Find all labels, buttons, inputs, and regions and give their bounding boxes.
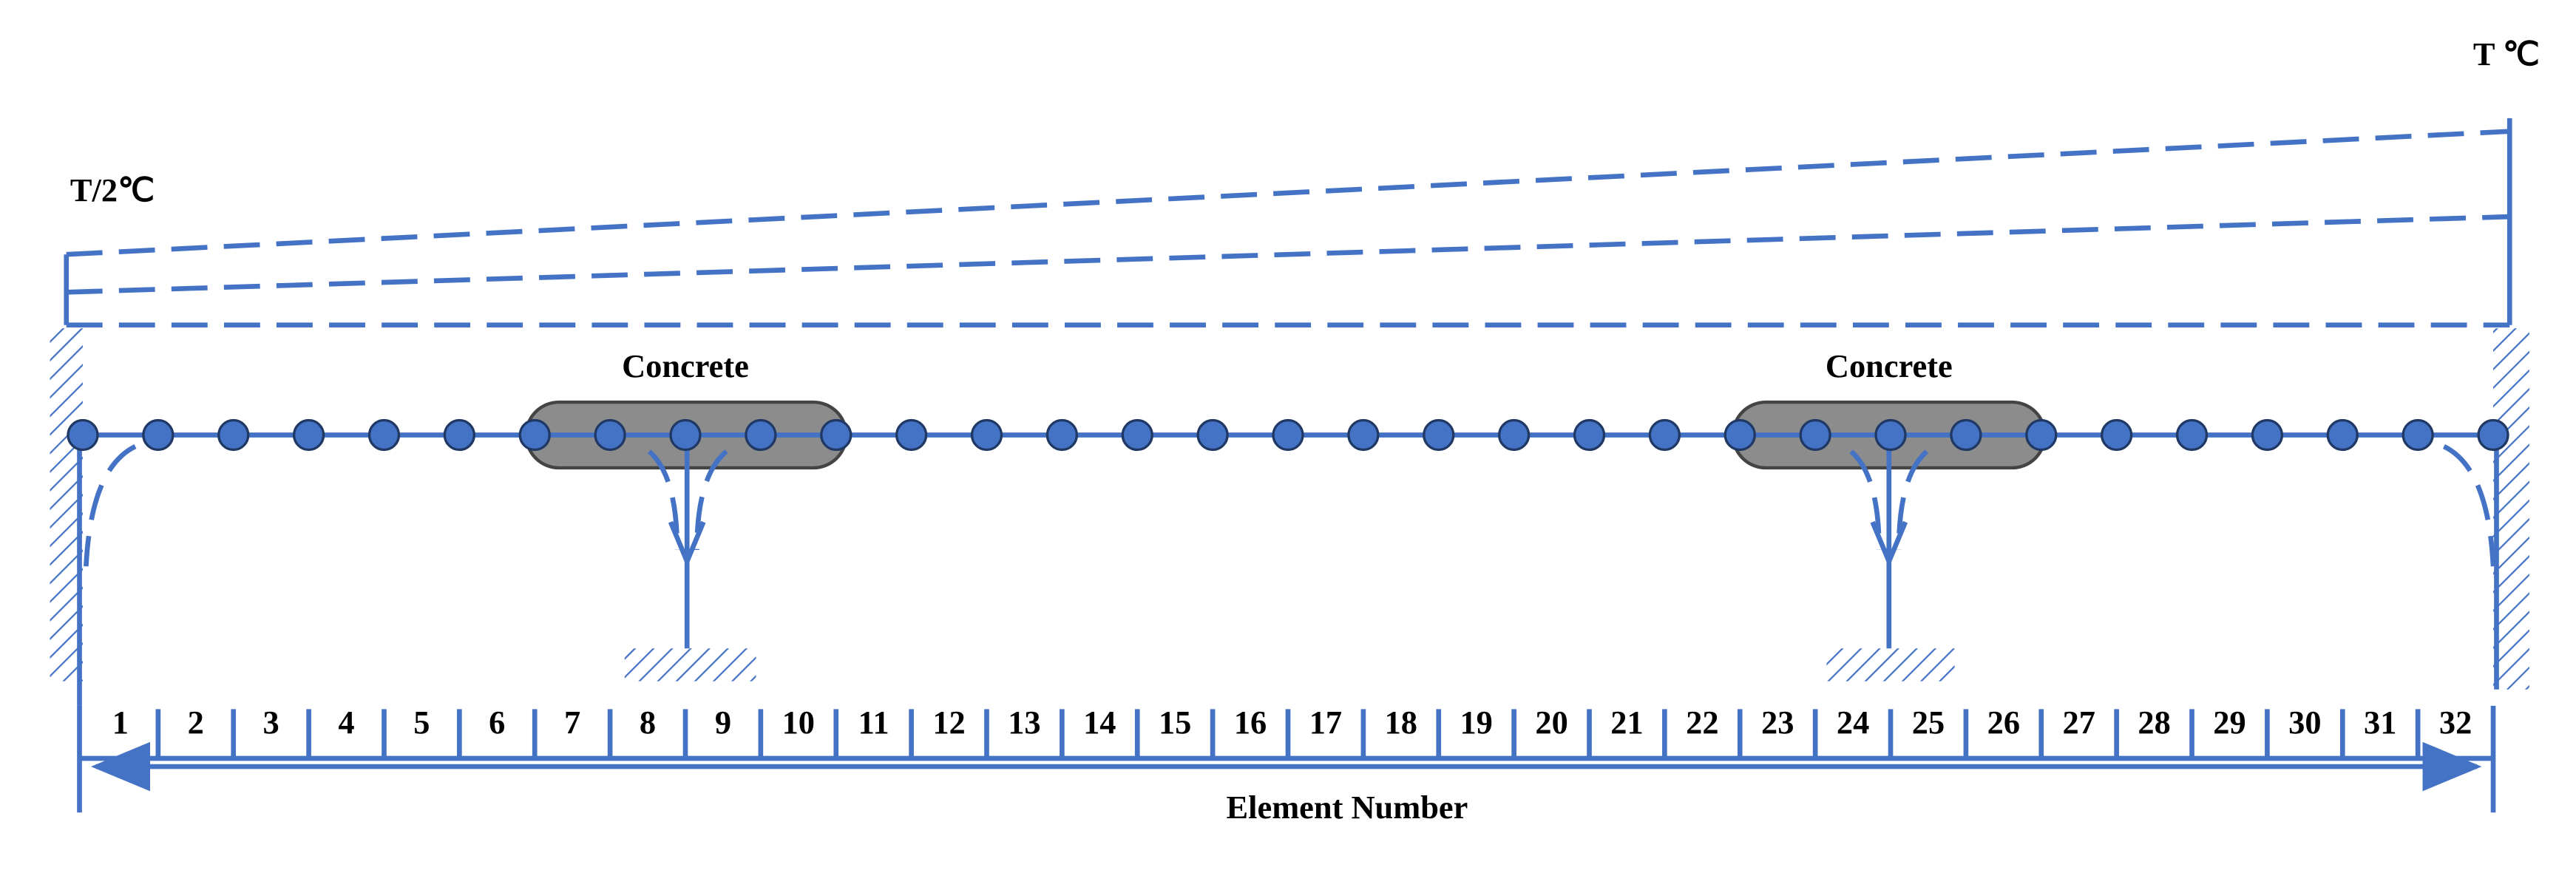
node bbox=[2175, 418, 2209, 452]
element-number: 30 bbox=[2288, 704, 2321, 741]
node bbox=[1799, 418, 1831, 452]
node bbox=[2100, 418, 2133, 452]
element-number: 23 bbox=[1761, 704, 1794, 741]
element-number: 10 bbox=[782, 704, 815, 741]
node bbox=[970, 418, 1003, 452]
element-number: 31 bbox=[2364, 704, 2396, 741]
element-number: 26 bbox=[1987, 704, 2020, 741]
element-number: 11 bbox=[858, 704, 889, 741]
node bbox=[142, 418, 174, 452]
axis-label: Element Number bbox=[1227, 789, 1468, 826]
element-number: 20 bbox=[1535, 704, 1567, 741]
node bbox=[1045, 418, 1079, 452]
element-number: 3 bbox=[263, 704, 279, 741]
element-number: 1 bbox=[112, 704, 129, 741]
element-number: 19 bbox=[1460, 704, 1492, 741]
node bbox=[1950, 418, 1982, 452]
node bbox=[895, 418, 928, 452]
right-temperature: T ℃ bbox=[2473, 35, 2540, 72]
node bbox=[443, 418, 476, 452]
node bbox=[669, 418, 702, 452]
node bbox=[1648, 418, 1681, 452]
node bbox=[367, 418, 401, 452]
element-number: 18 bbox=[1385, 704, 1417, 741]
node bbox=[1723, 418, 1756, 452]
node bbox=[820, 418, 853, 452]
element-number: 21 bbox=[1610, 704, 1643, 741]
element-number: 27 bbox=[2063, 704, 2095, 741]
node bbox=[1874, 418, 1907, 452]
supports bbox=[50, 328, 2529, 690]
node bbox=[2326, 418, 2359, 452]
element-number: 4 bbox=[338, 704, 354, 741]
node bbox=[2402, 418, 2434, 452]
element-number: 25 bbox=[1912, 704, 1945, 741]
element-number: 2 bbox=[188, 704, 204, 741]
node bbox=[2251, 418, 2284, 452]
element-number: 6 bbox=[489, 704, 505, 741]
element-number: 9 bbox=[715, 704, 731, 741]
element-scale: Element Number 1 2 3 4 5 6 7 8 9 10 11 12 13 14 15 16 17… bbox=[77, 704, 2496, 826]
node bbox=[2477, 418, 2509, 452]
node bbox=[1573, 418, 1606, 452]
element-number: 5 bbox=[413, 704, 430, 741]
node bbox=[67, 418, 99, 452]
element-number: 22 bbox=[1686, 704, 1718, 741]
node bbox=[1272, 418, 1304, 452]
concrete-label: Concrete bbox=[622, 347, 749, 384]
element-number: 16 bbox=[1234, 704, 1267, 741]
temperature-profile: T/2℃ T ℃ bbox=[64, 35, 2540, 328]
node bbox=[292, 418, 325, 452]
element-number: 24 bbox=[1837, 704, 1869, 741]
element-number: 29 bbox=[2213, 704, 2245, 741]
node bbox=[1121, 418, 1153, 452]
node bbox=[518, 418, 551, 452]
element-number: 17 bbox=[1309, 704, 1342, 741]
node bbox=[745, 418, 777, 452]
node bbox=[594, 418, 626, 452]
node bbox=[1196, 418, 1229, 452]
concrete-label: Concrete bbox=[1826, 347, 1953, 384]
element-number: 8 bbox=[640, 704, 656, 741]
node bbox=[217, 418, 250, 452]
element-number: 28 bbox=[2138, 704, 2170, 741]
nodes bbox=[67, 418, 2509, 452]
element-number: 15 bbox=[1159, 704, 1191, 741]
element-number: 7 bbox=[564, 704, 580, 741]
node bbox=[2025, 418, 2058, 452]
element-number: 13 bbox=[1008, 704, 1040, 741]
node bbox=[1347, 418, 1380, 452]
node bbox=[1497, 418, 1531, 452]
element-number: 14 bbox=[1083, 704, 1116, 741]
springs bbox=[77, 435, 2499, 706]
element-number: 12 bbox=[932, 704, 965, 741]
left-temperature: T/2℃ bbox=[70, 171, 155, 208]
node bbox=[1423, 418, 1455, 452]
element-number: 32 bbox=[2439, 704, 2472, 741]
